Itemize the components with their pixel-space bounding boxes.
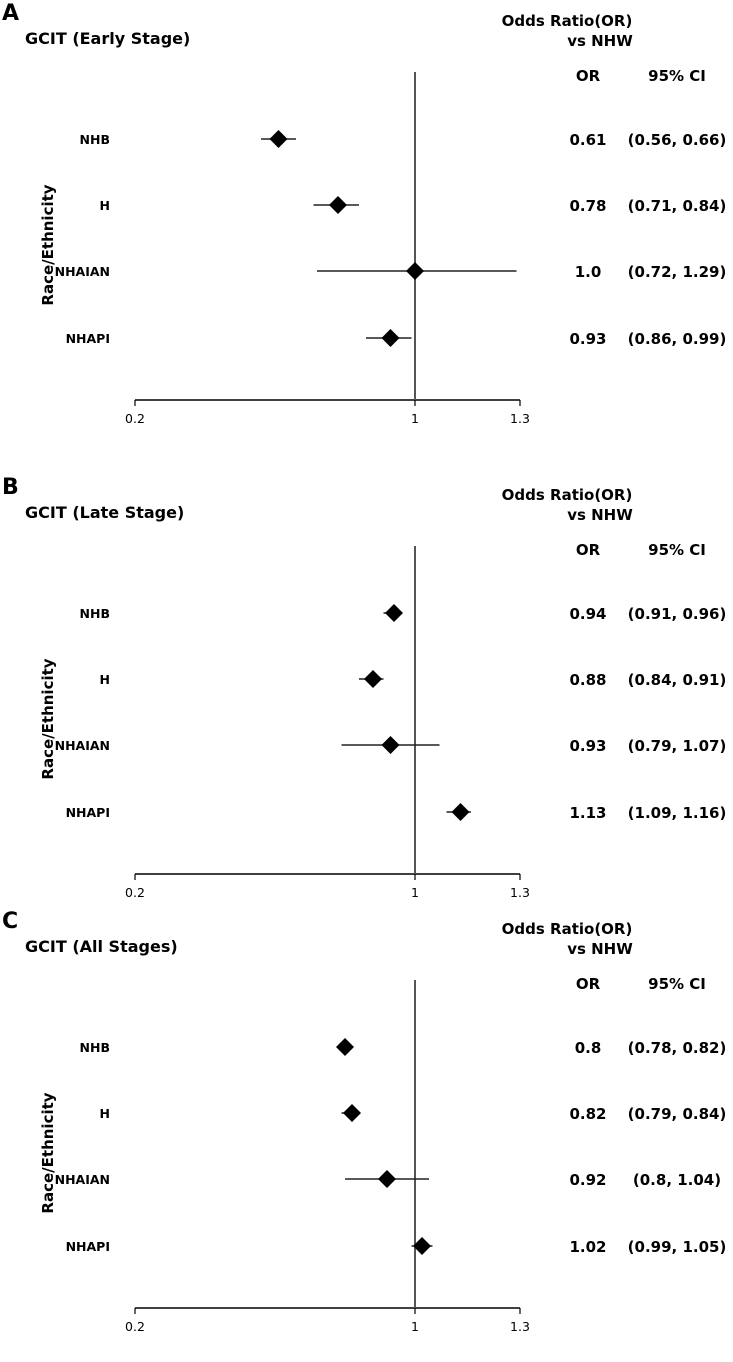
or-point [385,604,403,622]
ci-value: (0.86, 0.99) [628,330,727,348]
chart-title: GCIT (Late Stage) [25,503,184,522]
column-header-or: OR [576,541,601,559]
panel-letter: B [2,475,19,500]
group-label: NHAPI [66,805,110,820]
forest-panel-a: A GCIT (Early Stage) Odds Ratio(OR) vs NHW O… [0,0,733,454]
y-axis-label: Race/Ethnicity [39,1092,57,1213]
or-value: 0.78 [569,197,606,215]
chart-title: GCIT (All Stages) [25,937,178,956]
chart-title: GCIT (Early Stage) [25,29,190,48]
or-value: 1.02 [569,1238,606,1256]
or-point [269,130,288,148]
or-point [406,262,424,280]
forest-plot-a: A GCIT (Early Stage) Odds Ratio(OR) vs NHW O… [2,1,727,426]
or-value: 0.93 [569,330,606,348]
or-point [451,803,470,821]
forest-panel-c: C GCIT (All Stages) Odds Ratio(OR) vs NHW OR… [0,908,733,1362]
column-header-or: OR [576,67,601,85]
x-tick-label: 1 [411,885,419,900]
forest-plot-b: B GCIT (Late Stage) Odds Ratio(OR) vs NHW OR… [2,475,727,900]
or-point [378,1170,396,1188]
group-label: H [100,1106,110,1121]
x-tick-label: 0.2 [125,411,145,426]
group-label: NHAPI [66,1239,110,1254]
group-label: NHB [80,606,110,621]
ci-value: (0.79, 1.07) [628,737,727,755]
header-line-1: Odds Ratio(OR) [502,486,633,504]
or-value: 0.82 [569,1105,606,1123]
header-line-2: vs NHW [567,506,633,524]
or-point [381,329,400,347]
ci-value: (0.56, 0.66) [628,131,727,149]
y-axis-label: Race/Ethnicity [39,184,57,305]
or-value: 0.93 [569,737,606,755]
ci-value: (0.84, 0.91) [628,671,727,689]
y-axis-label: Race/Ethnicity [39,658,57,779]
x-tick-label: 1.3 [510,1319,530,1334]
panel-letter: A [2,1,19,26]
header-line-2: vs NHW [567,32,633,50]
group-label: NHAPI [66,331,110,346]
or-value: 0.88 [569,671,606,689]
ci-value: (0.99, 1.05) [628,1238,727,1256]
group-label: NHB [80,1040,110,1055]
group-label: NHAIAN [55,1172,110,1187]
column-header-ci: 95% CI [648,975,706,993]
x-tick-label: 1 [411,411,419,426]
group-label: NHAIAN [55,264,110,279]
header-line-1: Odds Ratio(OR) [502,12,633,30]
or-point [381,736,400,754]
or-point [364,670,382,688]
x-tick-label: 1.3 [510,411,530,426]
or-point [336,1038,354,1056]
x-tick-label: 0.2 [125,1319,145,1334]
ci-value: (0.78, 0.82) [628,1039,727,1057]
or-value: 0.61 [569,131,606,149]
or-point [413,1237,431,1255]
ci-value: (0.71, 0.84) [628,197,727,215]
forest-panel-b: B GCIT (Late Stage) Odds Ratio(OR) vs NHW OR… [0,474,733,928]
column-header-ci: 95% CI [648,541,706,559]
group-label: H [100,198,110,213]
ci-value: (1.09, 1.16) [628,804,727,822]
column-header-ci: 95% CI [648,67,706,85]
or-value: 0.92 [569,1171,606,1189]
header-line-2: vs NHW [567,940,633,958]
or-value: 0.94 [569,605,606,623]
or-value: 1.13 [569,804,606,822]
ci-value: (0.72, 1.29) [628,263,727,281]
or-value: 1.0 [575,263,602,281]
forest-plot-c: C GCIT (All Stages) Odds Ratio(OR) vs NHW OR… [2,909,727,1334]
group-label: NHB [80,132,110,147]
or-value: 0.8 [575,1039,602,1057]
header-line-1: Odds Ratio(OR) [502,920,633,938]
x-tick-label: 1.3 [510,885,530,900]
group-label: H [100,672,110,687]
ci-value: (0.8, 1.04) [633,1171,721,1189]
or-point [343,1104,361,1122]
ci-value: (0.79, 0.84) [628,1105,727,1123]
x-tick-label: 1 [411,1319,419,1334]
panel-letter: C [2,909,18,934]
column-header-or: OR [576,975,601,993]
or-point [329,196,347,214]
ci-value: (0.91, 0.96) [628,605,727,623]
group-label: NHAIAN [55,738,110,753]
x-tick-label: 0.2 [125,885,145,900]
